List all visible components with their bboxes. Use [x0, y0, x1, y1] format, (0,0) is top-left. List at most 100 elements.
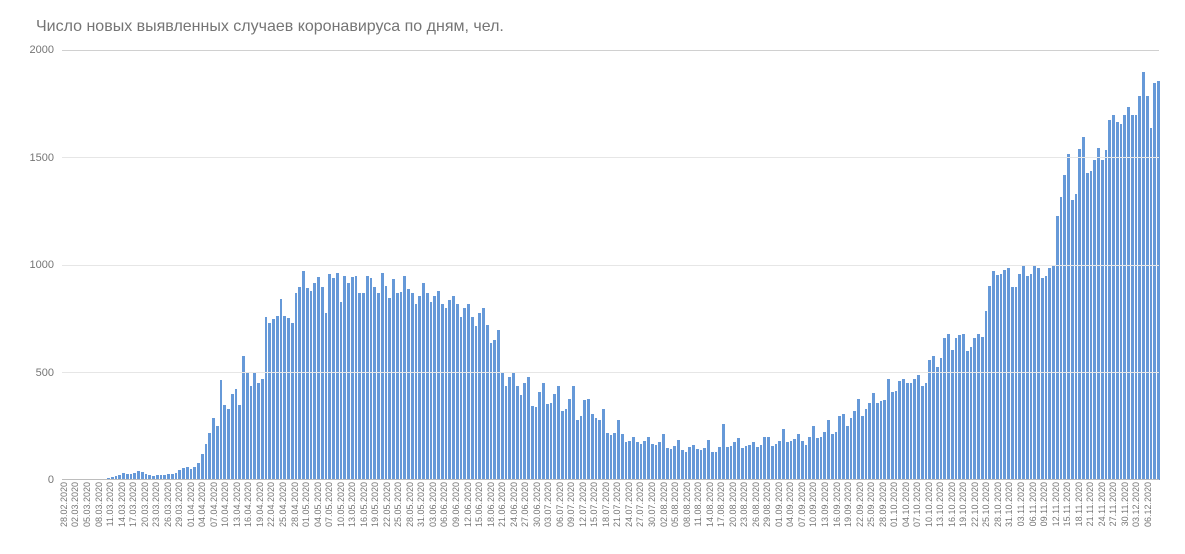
bar	[1090, 171, 1093, 480]
bar	[482, 308, 485, 480]
bar	[722, 424, 725, 480]
plot-area	[62, 50, 1159, 480]
bar	[373, 287, 376, 480]
bar	[1123, 115, 1126, 480]
bar	[377, 293, 380, 480]
bar	[917, 375, 920, 480]
bar	[625, 442, 628, 480]
bar	[441, 304, 444, 480]
bar	[992, 271, 995, 480]
y-axis: 0500100015002000	[18, 50, 58, 480]
bar	[666, 448, 669, 480]
bar	[782, 429, 785, 480]
bar	[711, 452, 714, 480]
bar	[463, 308, 466, 480]
bar	[857, 399, 860, 481]
bar	[572, 386, 575, 480]
bar	[280, 299, 283, 480]
bar	[1052, 266, 1055, 481]
bar	[445, 308, 448, 480]
bar	[370, 278, 373, 480]
bar	[351, 277, 354, 480]
y-tick-label: 500	[36, 367, 54, 379]
bar	[283, 316, 286, 480]
bar	[793, 439, 796, 480]
bar	[962, 334, 965, 480]
bar	[1093, 160, 1096, 480]
bar	[246, 373, 249, 480]
bar	[733, 442, 736, 480]
bar	[422, 283, 425, 480]
bar	[940, 358, 943, 480]
bar	[726, 447, 729, 480]
bar	[865, 409, 868, 480]
bar	[321, 287, 324, 480]
bar	[501, 373, 504, 480]
bar	[1026, 276, 1029, 480]
bar	[306, 288, 309, 480]
bar	[880, 401, 883, 480]
bar	[902, 379, 905, 480]
bar	[1037, 268, 1040, 480]
bar	[467, 304, 470, 480]
bar	[730, 446, 733, 480]
bar	[771, 446, 774, 480]
bar	[238, 405, 241, 480]
bar	[947, 334, 950, 480]
bar	[250, 386, 253, 480]
bar	[1138, 96, 1141, 480]
bar	[253, 372, 256, 480]
bar	[268, 323, 271, 480]
bar	[981, 337, 984, 480]
bar	[595, 418, 598, 480]
bar	[295, 293, 298, 480]
bar	[478, 313, 481, 480]
bar	[366, 276, 369, 480]
bar	[763, 437, 766, 480]
bar	[760, 445, 763, 480]
bar	[471, 317, 474, 480]
bar	[752, 442, 755, 480]
bar	[936, 367, 939, 480]
bar	[756, 447, 759, 480]
bar	[460, 317, 463, 480]
bar	[1078, 149, 1081, 480]
bar	[328, 274, 331, 480]
bar	[313, 283, 316, 480]
gridline	[62, 157, 1159, 158]
bar	[291, 323, 294, 480]
bar	[1153, 83, 1156, 480]
bar	[700, 450, 703, 480]
bar	[343, 276, 346, 480]
bar	[823, 432, 826, 480]
bar	[688, 447, 691, 480]
bar	[977, 334, 980, 480]
bar	[546, 404, 549, 480]
y-tick-label: 1000	[30, 259, 54, 271]
bar	[955, 338, 958, 480]
bar	[336, 273, 339, 480]
bar	[216, 426, 219, 480]
bar	[1011, 287, 1014, 480]
bar	[808, 437, 811, 480]
bar	[287, 318, 290, 480]
bar	[715, 452, 718, 480]
bar	[812, 426, 815, 480]
bar	[1086, 173, 1089, 480]
bar	[621, 434, 624, 480]
bar	[838, 416, 841, 480]
bar	[272, 319, 275, 480]
y-tick-label: 2000	[30, 44, 54, 56]
bar	[557, 386, 560, 480]
bar	[565, 409, 568, 480]
bar	[407, 289, 410, 480]
bar	[497, 330, 500, 480]
bar	[827, 420, 830, 480]
bar	[433, 296, 436, 480]
bar	[1033, 266, 1036, 481]
bar	[610, 435, 613, 480]
bar	[1105, 150, 1108, 480]
bar	[647, 437, 650, 480]
bar	[805, 445, 808, 480]
bar	[486, 325, 489, 481]
